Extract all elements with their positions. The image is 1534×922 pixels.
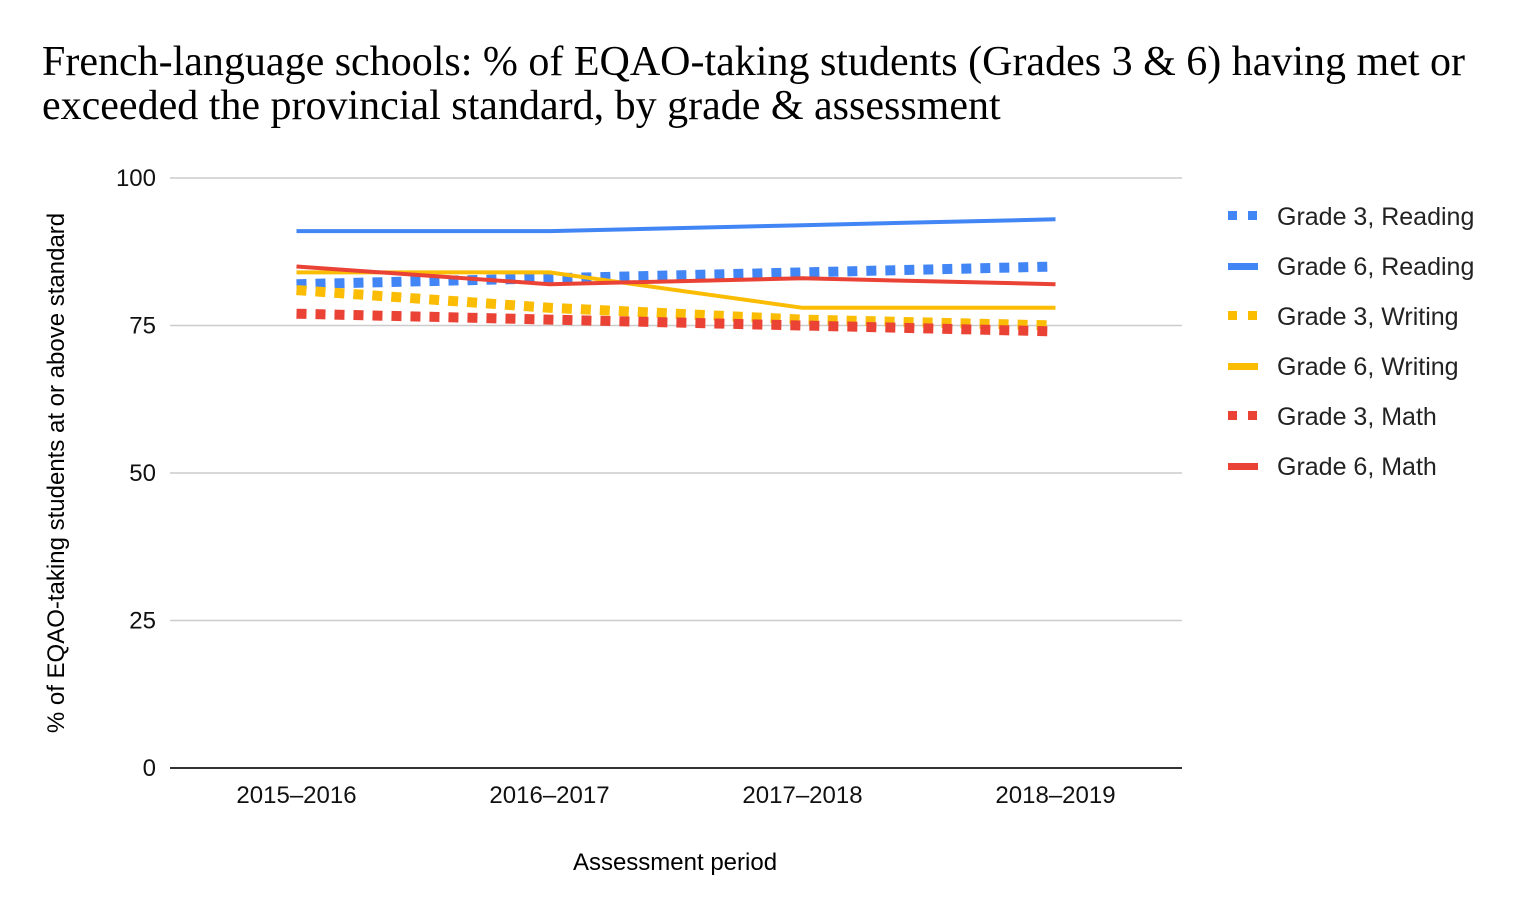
x-axis-title: Assessment period bbox=[573, 849, 777, 876]
series-lines bbox=[296, 217, 1056, 337]
legend-swatch-dot bbox=[1248, 411, 1257, 420]
legend-swatch-line bbox=[1228, 463, 1258, 470]
x-tick-label: 2015–2016 bbox=[236, 782, 356, 809]
x-tick-label: 2017–2018 bbox=[742, 782, 862, 809]
legend-swatch-dot bbox=[1248, 311, 1257, 320]
legend-item[interactable]: Grade 6, Writing bbox=[1228, 353, 1459, 381]
legend-swatch-dot bbox=[1228, 311, 1237, 320]
x-axis-ticks: 2015–2016 2016–2017 2017–2018 2018–2019 bbox=[236, 782, 1115, 809]
y-axis-ticks: 0 25 50 75 100 bbox=[116, 165, 156, 782]
series-line-grade-6-math[interactable] bbox=[296, 264, 1056, 287]
legend-swatch-dot bbox=[1228, 211, 1237, 220]
legend-swatch-dot bbox=[1248, 211, 1257, 220]
legend-label: Grade 3, Reading bbox=[1277, 203, 1474, 231]
series-line-grade-3-math[interactable] bbox=[296, 308, 1056, 337]
legend-label: Grade 3, Writing bbox=[1277, 303, 1459, 331]
series-line-grade-3-writing[interactable] bbox=[296, 285, 1056, 331]
x-tick-label: 2018–2019 bbox=[995, 782, 1115, 809]
y-tick-label: 0 bbox=[143, 755, 156, 782]
chart-title: French-language schools: % of EQAO-takin… bbox=[42, 39, 1465, 129]
series-line-grade-6-reading[interactable] bbox=[296, 217, 1056, 234]
legend: Grade 3, Reading Grade 6, Reading Grade 3,… bbox=[1228, 203, 1474, 481]
legend-item[interactable]: Grade 6, Reading bbox=[1228, 253, 1474, 281]
x-tick-label: 2016–2017 bbox=[489, 782, 609, 809]
legend-label: Grade 6, Reading bbox=[1277, 253, 1474, 281]
legend-item[interactable]: Grade 3, Reading bbox=[1228, 203, 1474, 231]
y-tick-label: 100 bbox=[116, 165, 156, 192]
legend-label: Grade 6, Math bbox=[1277, 453, 1437, 481]
y-tick-label: 75 bbox=[129, 313, 156, 340]
legend-label: Grade 6, Writing bbox=[1277, 353, 1459, 381]
series-line-grade-3-reading[interactable] bbox=[296, 261, 1056, 290]
y-tick-label: 50 bbox=[129, 460, 156, 487]
legend-label: Grade 3, Math bbox=[1277, 403, 1437, 431]
legend-item[interactable]: Grade 6, Math bbox=[1228, 453, 1437, 481]
legend-swatch-line bbox=[1228, 363, 1258, 370]
legend-swatch-dot bbox=[1228, 411, 1237, 420]
y-tick-label: 25 bbox=[129, 608, 156, 635]
series-line-grade-6-writing[interactable] bbox=[296, 270, 1056, 310]
legend-item[interactable]: Grade 3, Writing bbox=[1228, 303, 1459, 331]
gridlines bbox=[170, 177, 1182, 769]
legend-item[interactable]: Grade 3, Math bbox=[1228, 403, 1437, 431]
y-axis-title: % of EQAO-taking students at or above st… bbox=[43, 213, 70, 733]
legend-swatch-line bbox=[1228, 263, 1258, 270]
